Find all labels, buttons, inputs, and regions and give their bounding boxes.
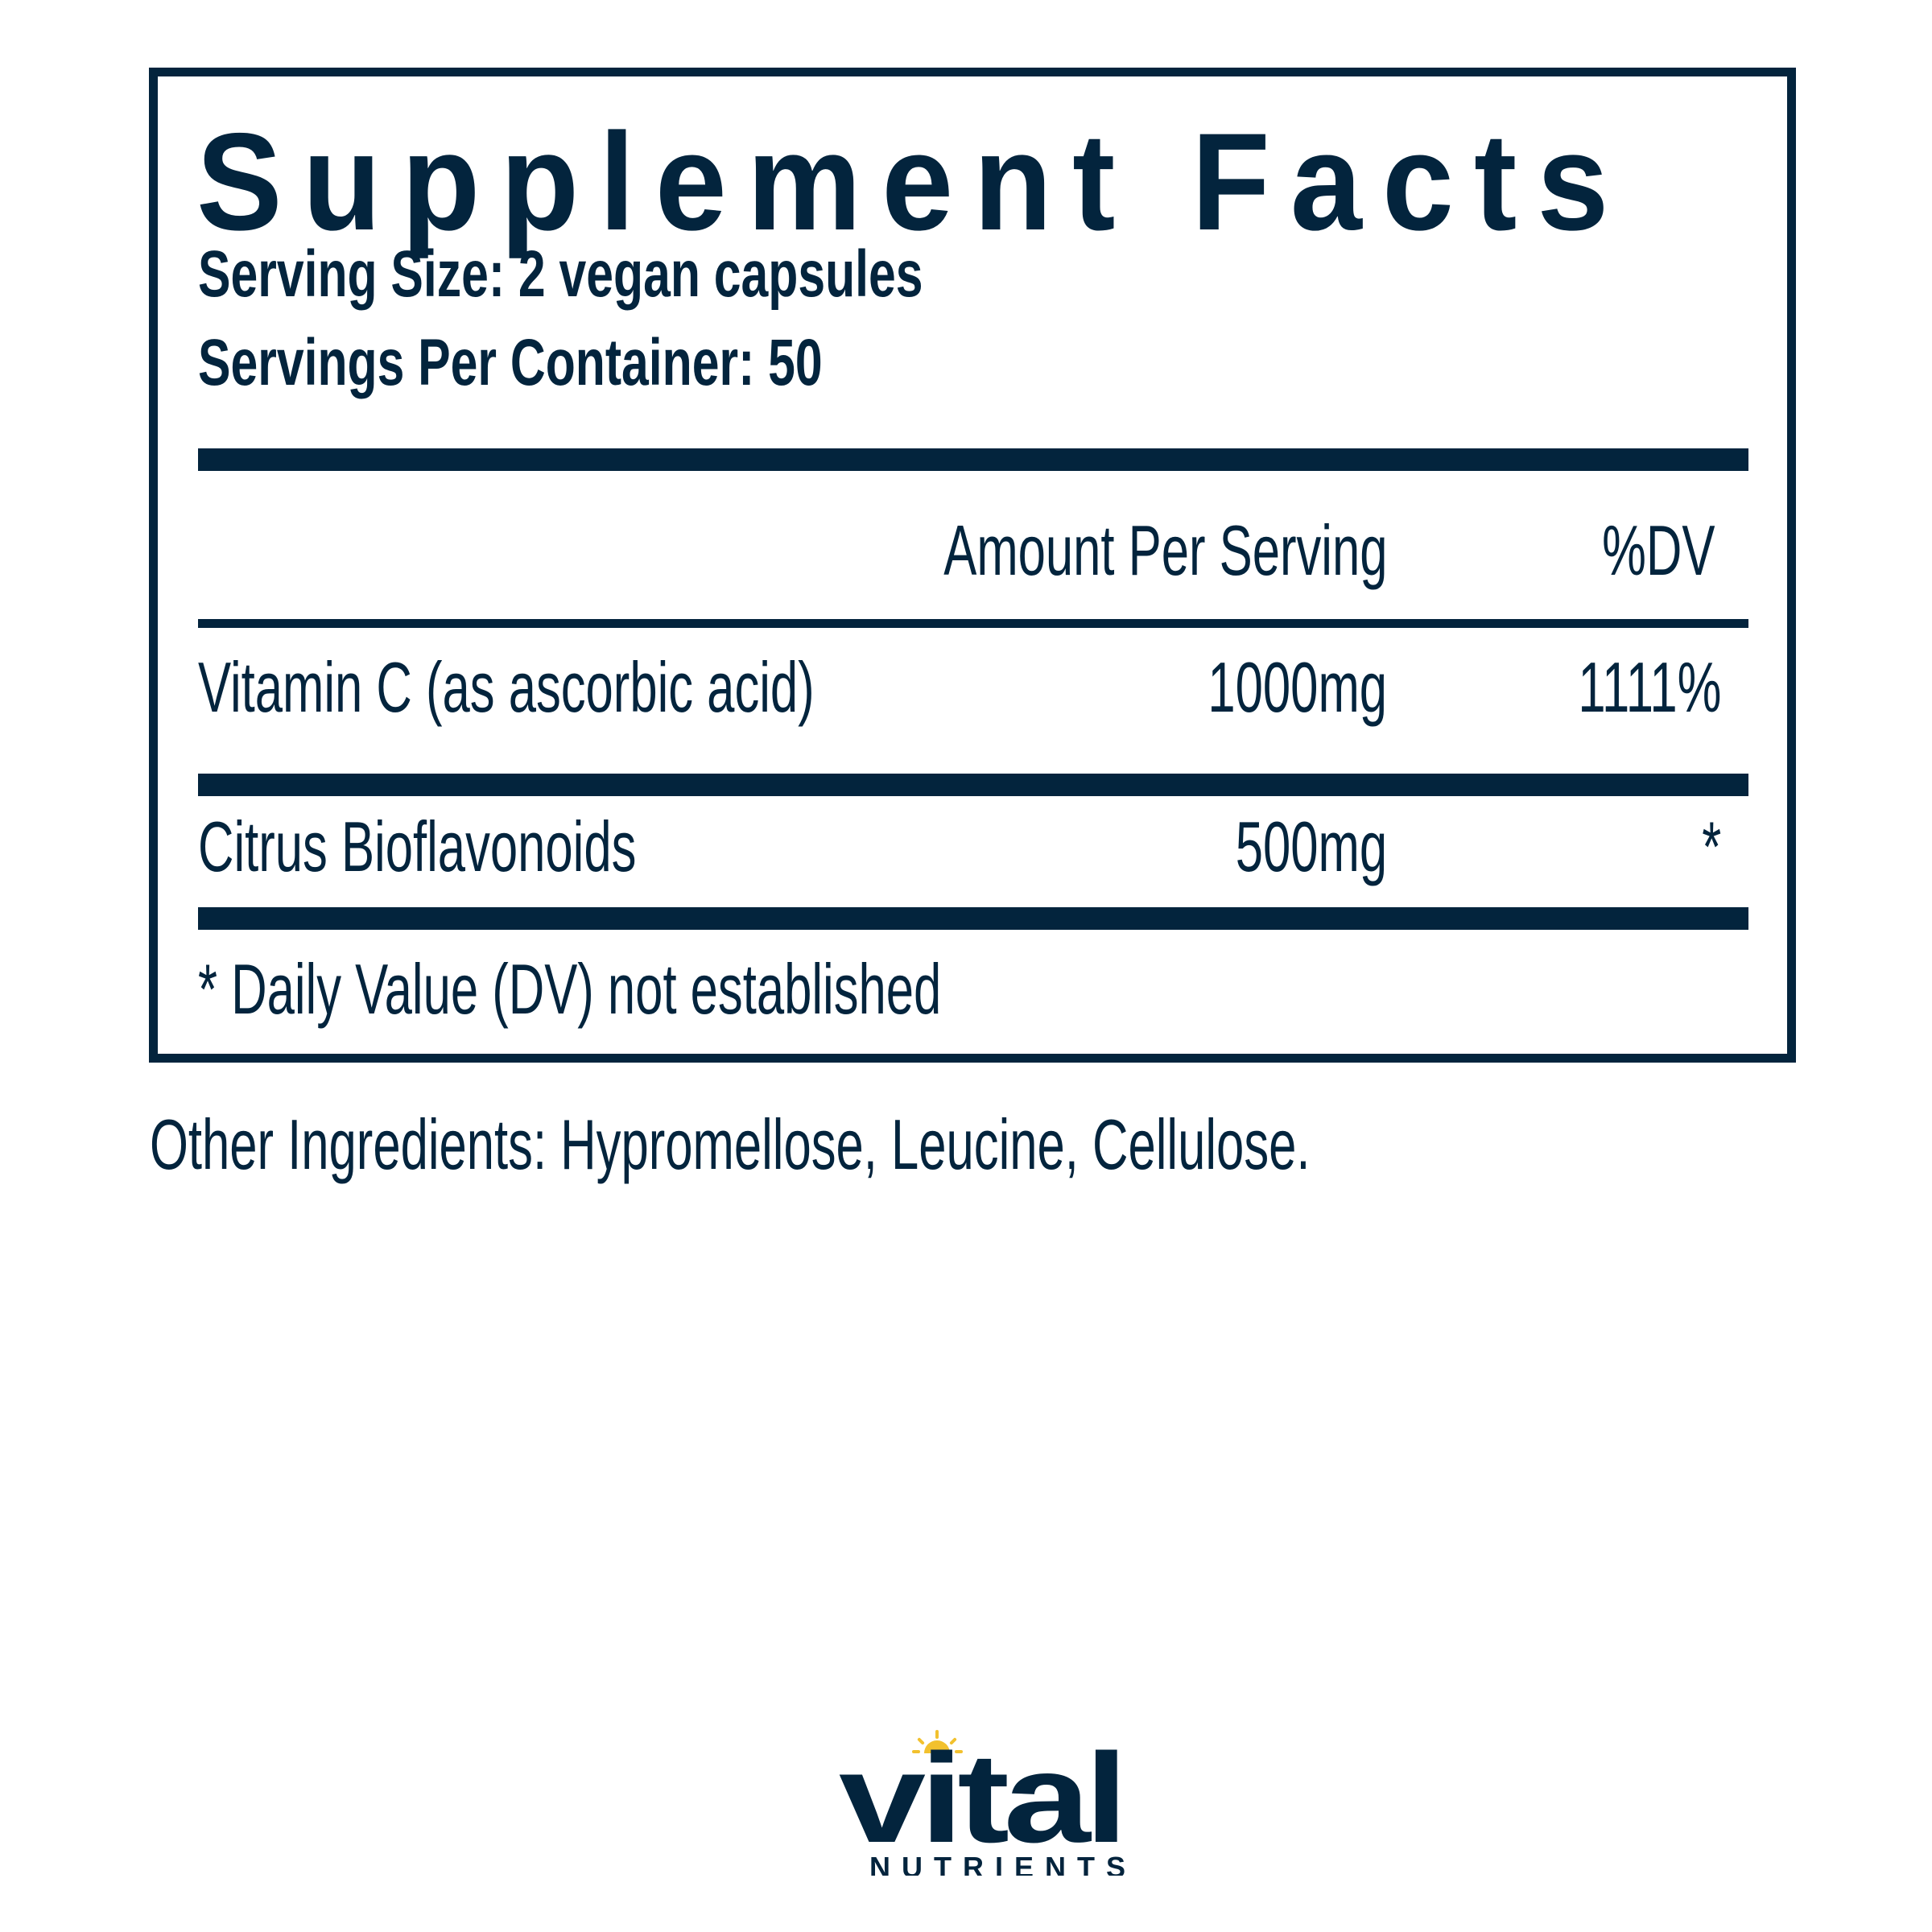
servings-per-container: Servings Per Container: 50 xyxy=(198,326,823,399)
divider-thick xyxy=(198,774,1748,796)
header-dv: %DV xyxy=(1601,510,1715,590)
footnote: * Daily Value (DV) not established xyxy=(198,949,942,1029)
row-amount: 500mg xyxy=(1235,807,1387,886)
header-amount: Amount Per Serving xyxy=(943,510,1387,590)
divider-thick xyxy=(198,448,1748,471)
row-dv: * xyxy=(1702,807,1721,886)
row-name: Vitamin C (as ascorbic acid) xyxy=(198,647,815,727)
sun-icon xyxy=(912,1730,963,1753)
supplement-facts-panel xyxy=(149,68,1796,1063)
vital-nutrients-logo: vital NUTRIENTS xyxy=(839,1728,1127,1876)
divider-thick xyxy=(198,907,1748,930)
panel-title: Supplement Facts xyxy=(196,105,1629,259)
divider-thin xyxy=(198,619,1748,628)
row-amount: 1000mg xyxy=(1208,647,1387,727)
serving-size: Serving Size: 2 vegan capsules xyxy=(198,237,923,311)
other-ingredients: Other Ingredients: Hypromellose, Leucine… xyxy=(150,1104,1311,1184)
svg-text:NUTRIENTS: NUTRIENTS xyxy=(869,1851,1125,1876)
row-dv: 1111% xyxy=(1577,647,1721,727)
svg-text:vital: vital xyxy=(839,1728,1122,1869)
row-name: Citrus Bioflavonoids xyxy=(198,807,637,886)
